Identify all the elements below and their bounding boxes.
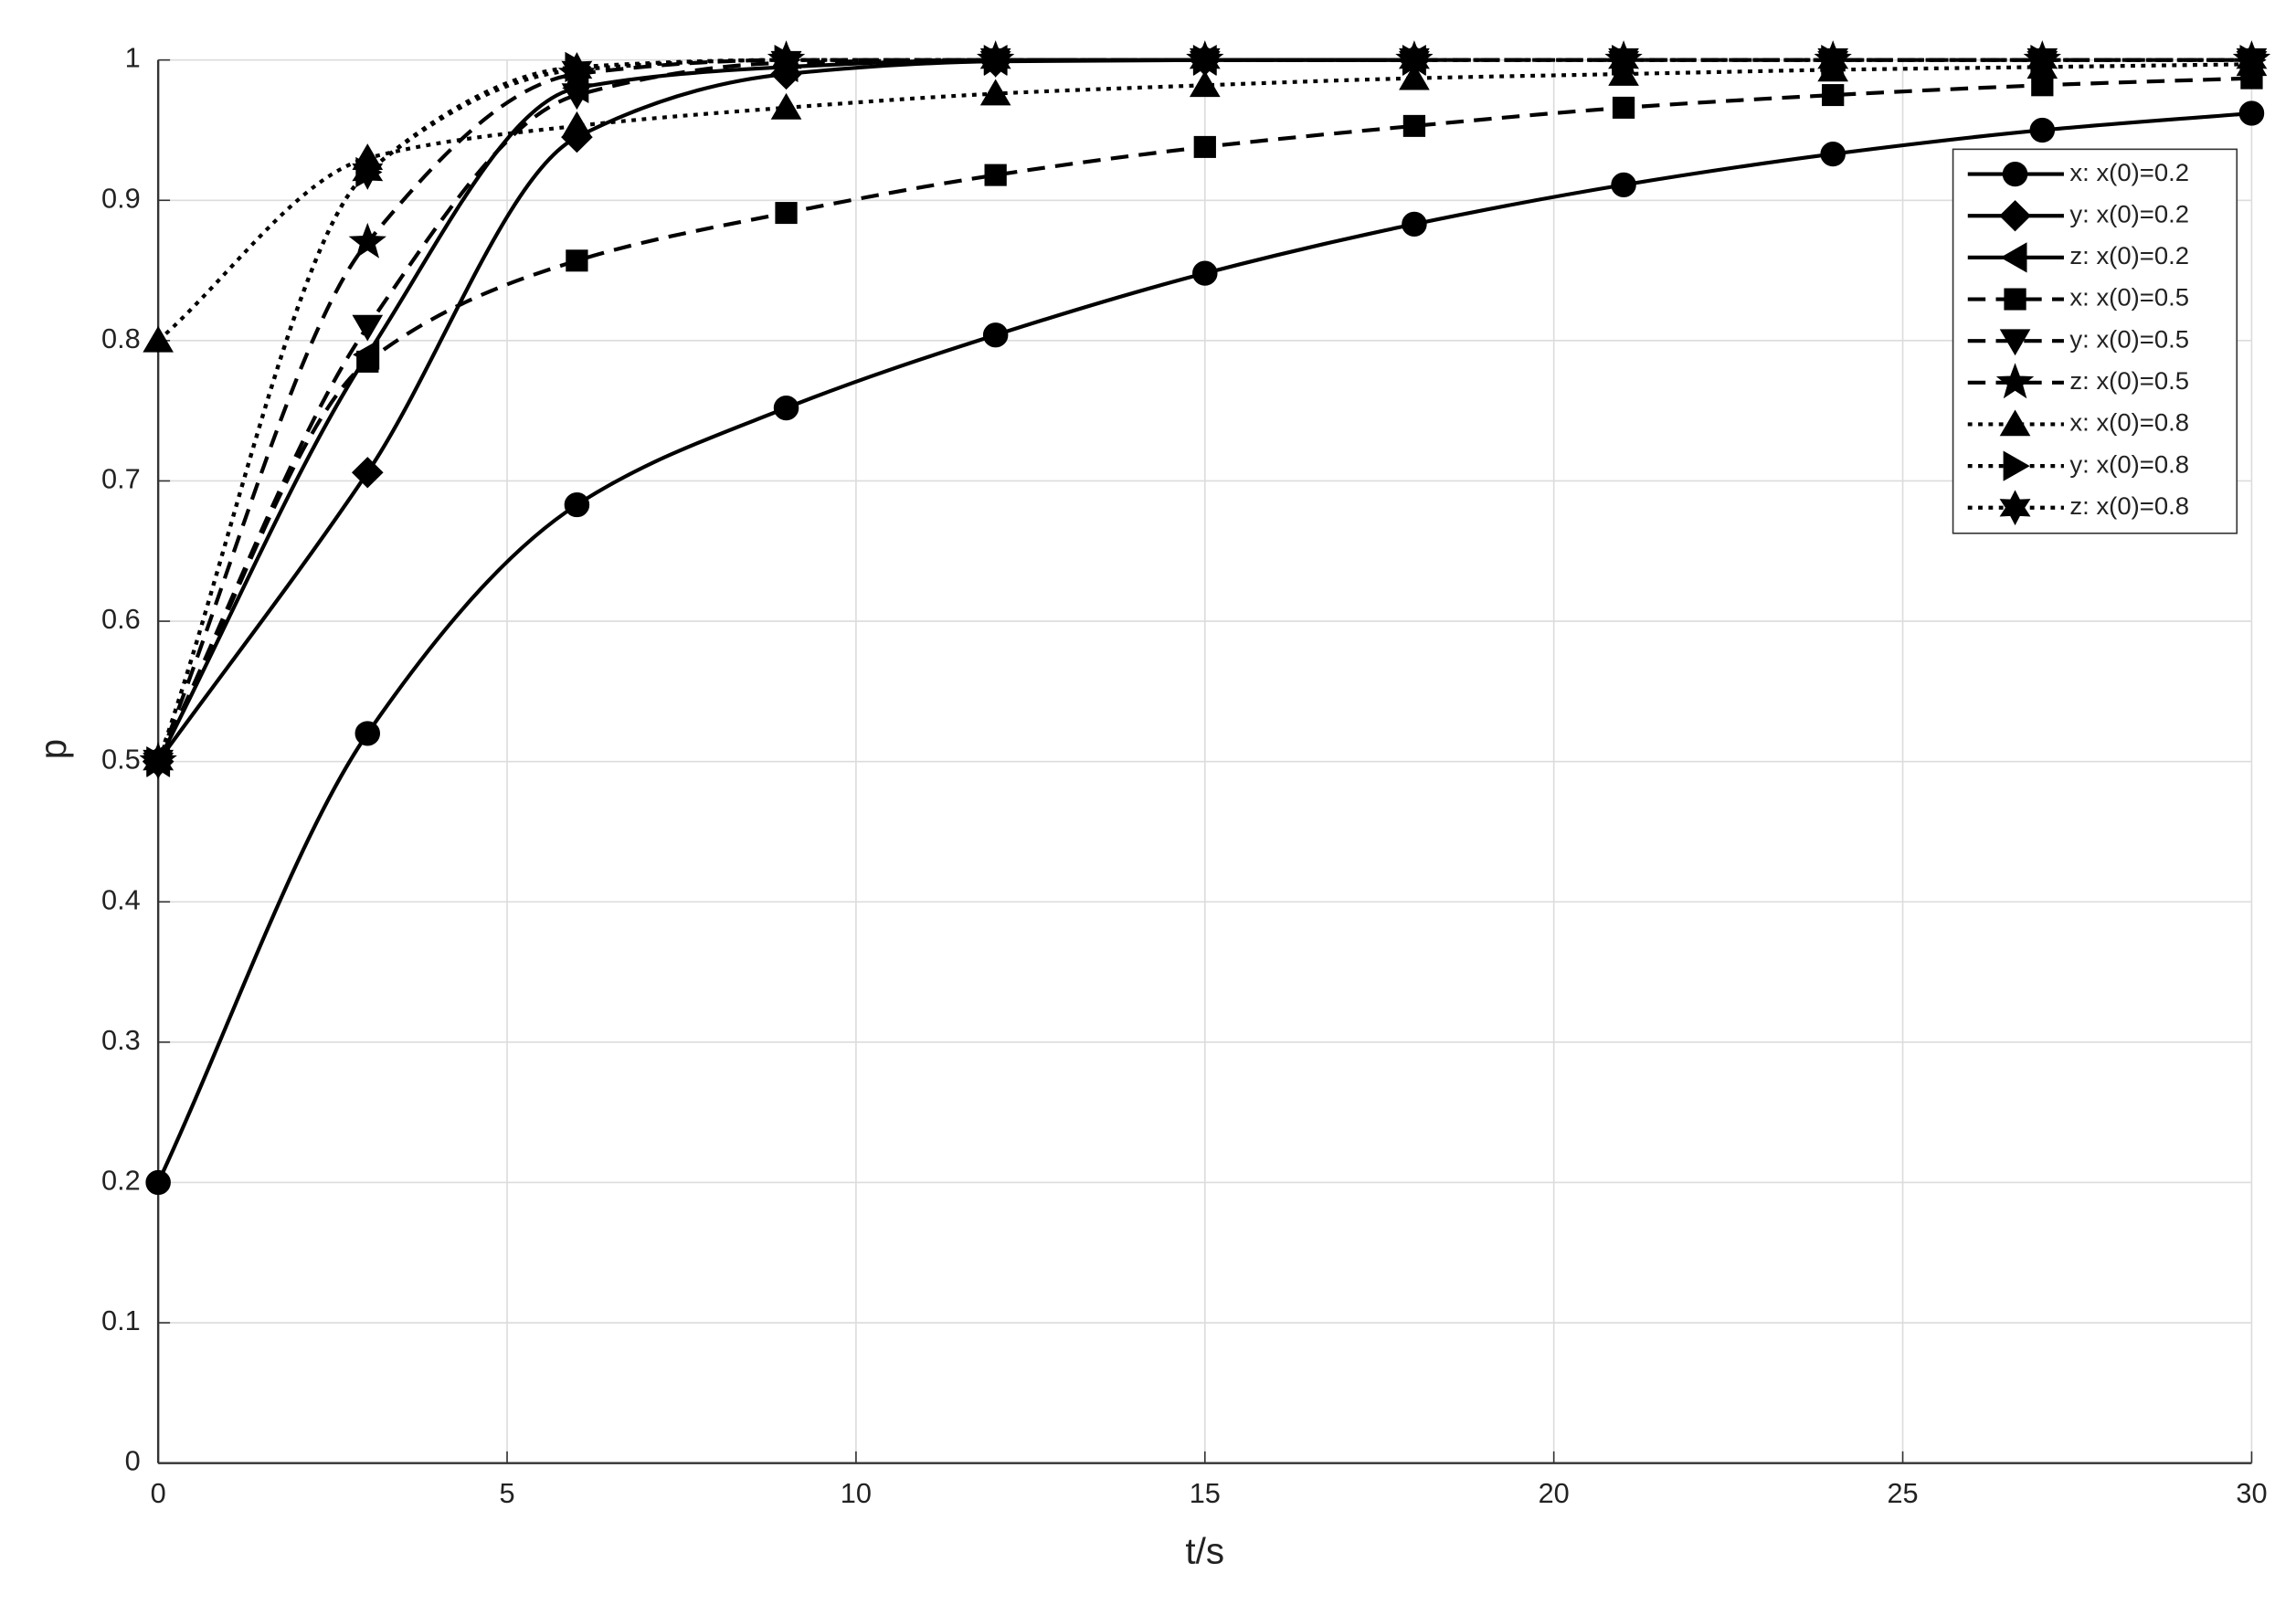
x-tick-label: 15 xyxy=(1190,1478,1221,1509)
y-tick-label: 0.6 xyxy=(101,604,141,635)
data-point xyxy=(143,325,174,353)
y-tick-label: 0.8 xyxy=(101,323,141,354)
x-tick-label: 30 xyxy=(2236,1478,2267,1509)
legend-label: x: x(0)=0.8 xyxy=(2069,408,2189,437)
data-point xyxy=(1193,135,1216,158)
legend-marker xyxy=(1995,363,2035,399)
y-tick-label: 0.9 xyxy=(101,183,141,214)
x-axis-label: t/s xyxy=(1185,1531,1224,1572)
data-point xyxy=(561,52,593,88)
data-point xyxy=(564,491,590,518)
data-point xyxy=(145,1169,171,1196)
y-tick-label: 0.4 xyxy=(101,884,141,915)
data-point xyxy=(1189,42,1221,79)
series-line xyxy=(156,76,2252,763)
legend-label: x: x(0)=0.2 xyxy=(2069,158,2189,186)
x-tick-label: 25 xyxy=(1887,1478,1918,1509)
data-point xyxy=(143,744,175,780)
data-point xyxy=(561,111,593,138)
data-point xyxy=(979,42,1011,79)
series-line xyxy=(156,111,2252,1184)
data-point xyxy=(1402,114,1426,137)
data-point xyxy=(1402,211,1427,237)
legend-label: z: x(0)=0.5 xyxy=(2069,366,2189,395)
y-tick-label: 1 xyxy=(125,43,141,74)
data-point xyxy=(984,164,1007,186)
legend-marker xyxy=(1999,200,2031,232)
data-point xyxy=(770,42,802,79)
data-point xyxy=(566,249,588,272)
legend-marker xyxy=(1999,329,2031,356)
data-point xyxy=(2236,42,2268,79)
data-point xyxy=(348,222,386,259)
x-tick-label: 20 xyxy=(1539,1478,1570,1509)
data-point xyxy=(1192,260,1218,286)
legend-label: y: x(0)=0.5 xyxy=(2069,325,2189,354)
data-point xyxy=(354,721,381,746)
y-tick-label: 0.2 xyxy=(101,1166,141,1197)
data-point xyxy=(1608,42,1640,79)
data-point xyxy=(2238,100,2265,126)
y-tick-label: 0 xyxy=(125,1446,141,1477)
legend-label: x: x(0)=0.5 xyxy=(2069,283,2189,311)
data-point xyxy=(1189,70,1221,98)
data-point xyxy=(773,395,799,421)
data-point xyxy=(2029,117,2056,143)
data-point xyxy=(351,457,384,489)
data-point xyxy=(1398,42,1430,79)
legend: x: x(0)=0.2 y: x(0)=0.2 z: x(0)=0.2 x: x(0)… xyxy=(1952,148,2238,534)
data-point xyxy=(979,79,1011,106)
data-point xyxy=(775,202,798,225)
data-point xyxy=(2026,42,2058,79)
legend-label: y: x(0)=0.2 xyxy=(2069,200,2189,228)
legend-marker xyxy=(1999,490,2031,526)
legend-marker xyxy=(2003,450,2030,481)
y-tick-label: 0.5 xyxy=(101,744,141,776)
legend-marker xyxy=(2000,242,2027,273)
x-tick-label: 0 xyxy=(151,1478,166,1509)
y-tick-label: 0.7 xyxy=(101,464,141,495)
legend-label: y: x(0)=0.8 xyxy=(2069,449,2189,478)
legend-marker xyxy=(2004,288,2026,311)
data-point xyxy=(1822,84,1845,107)
data-point xyxy=(352,154,384,190)
data-point xyxy=(982,322,1009,348)
legend-marker xyxy=(2002,161,2028,187)
legend-marker xyxy=(1999,409,2031,437)
x-tick-label: 10 xyxy=(841,1478,872,1509)
data-point xyxy=(770,92,802,120)
data-point xyxy=(352,314,384,342)
x-tick-label: 5 xyxy=(499,1478,514,1509)
legend-label: z: x(0)=0.2 xyxy=(2069,241,2189,269)
data-point xyxy=(1820,141,1846,167)
legend-label: z: x(0)=0.8 xyxy=(2069,491,2189,520)
data-point xyxy=(1611,172,1636,197)
data-point xyxy=(1612,96,1635,119)
y-tick-label: 0.3 xyxy=(101,1025,141,1056)
y-axis-label: p xyxy=(33,739,74,759)
series-line xyxy=(156,58,2252,763)
y-tick-label: 0.1 xyxy=(101,1305,141,1336)
series-line xyxy=(156,62,2252,343)
data-point xyxy=(1817,42,1849,79)
data-point xyxy=(356,350,379,373)
